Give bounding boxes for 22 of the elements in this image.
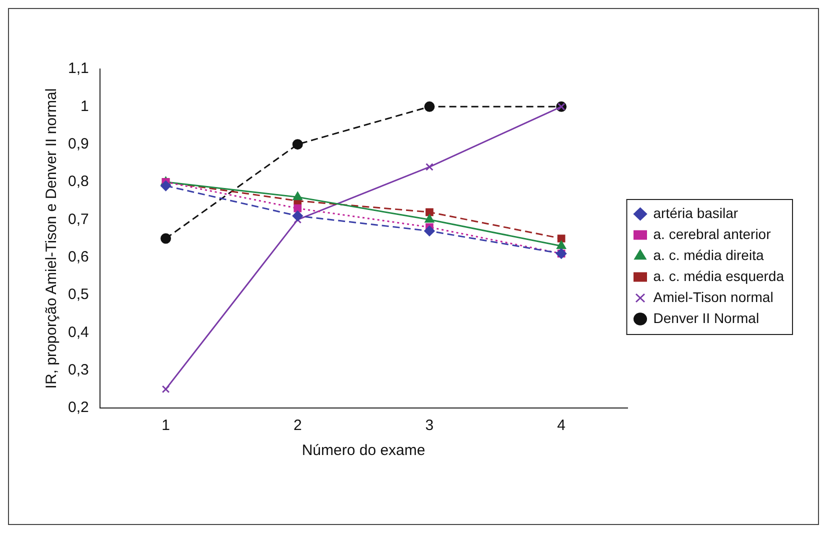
y-tick-label: 1,1 — [68, 60, 89, 78]
x-tick-label: 3 — [425, 417, 434, 434]
legend-label: a. c. média esquerda — [653, 268, 784, 284]
legend-label: Amiel-Tison normal — [653, 288, 774, 305]
legend-label: a. cerebral anterior — [653, 226, 772, 242]
y-tick-label: 0,8 — [68, 173, 89, 190]
legend-label: Denver II Normal — [653, 310, 760, 326]
x-axis-title: Número do exame — [302, 442, 426, 460]
y-tick-label: 0,4 — [68, 324, 89, 341]
y-axis-title: IR, proporção Amiel-Tison e Denver II normal — [43, 88, 60, 389]
y-tick-label: 0,3 — [68, 361, 89, 378]
x-tick-label: 4 — [557, 417, 566, 434]
y-tick-label: 0,5 — [68, 286, 89, 304]
y-tick-label: 0,6 — [68, 248, 89, 266]
x-tick-label: 2 — [293, 417, 302, 434]
y-tick-label: 0,7 — [68, 210, 89, 228]
legend-label: a. c. média direita — [653, 246, 764, 263]
y-tick-label: 0,9 — [68, 135, 89, 152]
x-tick-label: 1 — [162, 417, 170, 434]
legend-label: artéria basilar — [653, 204, 738, 221]
y-tick-label: 0,2 — [68, 399, 89, 416]
y-tick-label: 1 — [80, 98, 89, 115]
